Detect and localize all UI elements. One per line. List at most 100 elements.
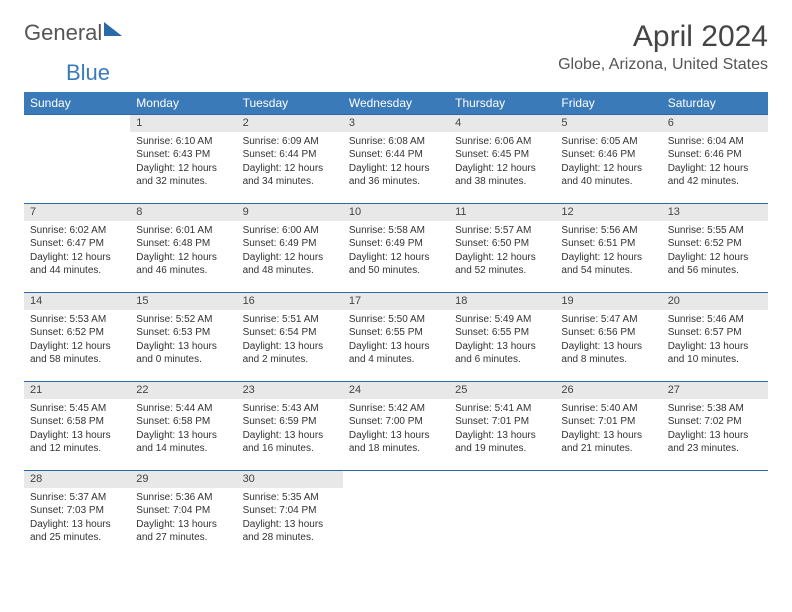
day-detail-cell: Sunrise: 5:44 AMSunset: 6:58 PMDaylight:…	[130, 399, 236, 471]
day-number-cell: 4	[449, 115, 555, 132]
day-number-cell: 13	[662, 204, 768, 221]
day-number-cell: 5	[555, 115, 661, 132]
sunset-text: Sunset: 7:04 PM	[136, 504, 230, 518]
daylight-text: Daylight: 12 hours and 38 minutes.	[455, 162, 549, 189]
sunset-text: Sunset: 7:02 PM	[668, 415, 762, 429]
day-number-row: 21222324252627	[24, 382, 768, 399]
day-detail-cell	[24, 132, 130, 204]
sunset-text: Sunset: 6:44 PM	[349, 148, 443, 162]
day-number-cell	[343, 471, 449, 488]
sunrise-text: Sunrise: 6:02 AM	[30, 224, 124, 238]
sunrise-text: Sunrise: 5:35 AM	[243, 491, 337, 505]
daylight-text: Daylight: 12 hours and 50 minutes.	[349, 251, 443, 278]
daylight-text: Daylight: 12 hours and 46 minutes.	[136, 251, 230, 278]
sunrise-text: Sunrise: 6:08 AM	[349, 135, 443, 149]
day-detail-cell: Sunrise: 6:01 AMSunset: 6:48 PMDaylight:…	[130, 221, 236, 293]
sunset-text: Sunset: 6:45 PM	[455, 148, 549, 162]
day-detail-cell: Sunrise: 5:45 AMSunset: 6:58 PMDaylight:…	[24, 399, 130, 471]
daylight-text: Daylight: 12 hours and 52 minutes.	[455, 251, 549, 278]
sunset-text: Sunset: 6:49 PM	[349, 237, 443, 251]
day-number-cell: 16	[237, 293, 343, 310]
daylight-text: Daylight: 12 hours and 36 minutes.	[349, 162, 443, 189]
sunrise-text: Sunrise: 6:00 AM	[243, 224, 337, 238]
day-detail-cell: Sunrise: 5:52 AMSunset: 6:53 PMDaylight:…	[130, 310, 236, 382]
day-detail-cell	[343, 488, 449, 560]
day-number-cell: 8	[130, 204, 236, 221]
day-detail-cell: Sunrise: 5:58 AMSunset: 6:49 PMDaylight:…	[343, 221, 449, 293]
daylight-text: Daylight: 13 hours and 4 minutes.	[349, 340, 443, 367]
day-detail-cell: Sunrise: 6:09 AMSunset: 6:44 PMDaylight:…	[237, 132, 343, 204]
sunset-text: Sunset: 7:03 PM	[30, 504, 124, 518]
sunset-text: Sunset: 6:47 PM	[30, 237, 124, 251]
daylight-text: Daylight: 13 hours and 21 minutes.	[561, 429, 655, 456]
daylight-text: Daylight: 12 hours and 44 minutes.	[30, 251, 124, 278]
day-header: Monday	[130, 92, 236, 115]
day-number-cell: 3	[343, 115, 449, 132]
daylight-text: Daylight: 12 hours and 40 minutes.	[561, 162, 655, 189]
month-title: April 2024	[558, 20, 768, 54]
sunset-text: Sunset: 6:52 PM	[30, 326, 124, 340]
day-detail-cell: Sunrise: 6:02 AMSunset: 6:47 PMDaylight:…	[24, 221, 130, 293]
day-detail-cell: Sunrise: 6:08 AMSunset: 6:44 PMDaylight:…	[343, 132, 449, 204]
day-detail-cell: Sunrise: 5:36 AMSunset: 7:04 PMDaylight:…	[130, 488, 236, 560]
sunrise-text: Sunrise: 6:09 AM	[243, 135, 337, 149]
day-header: Saturday	[662, 92, 768, 115]
day-number-cell: 29	[130, 471, 236, 488]
day-number-cell: 21	[24, 382, 130, 399]
daylight-text: Daylight: 12 hours and 58 minutes.	[30, 340, 124, 367]
day-detail-cell: Sunrise: 5:51 AMSunset: 6:54 PMDaylight:…	[237, 310, 343, 382]
calendar-table: Sunday Monday Tuesday Wednesday Thursday…	[24, 92, 768, 560]
sunset-text: Sunset: 6:52 PM	[668, 237, 762, 251]
day-detail-cell: Sunrise: 5:41 AMSunset: 7:01 PMDaylight:…	[449, 399, 555, 471]
daylight-text: Daylight: 13 hours and 12 minutes.	[30, 429, 124, 456]
sunset-text: Sunset: 6:49 PM	[243, 237, 337, 251]
sunset-text: Sunset: 6:46 PM	[561, 148, 655, 162]
sunset-text: Sunset: 6:56 PM	[561, 326, 655, 340]
sunset-text: Sunset: 6:48 PM	[136, 237, 230, 251]
day-number-cell: 7	[24, 204, 130, 221]
day-detail-cell: Sunrise: 6:00 AMSunset: 6:49 PMDaylight:…	[237, 221, 343, 293]
daylight-text: Daylight: 13 hours and 27 minutes.	[136, 518, 230, 545]
sunrise-text: Sunrise: 6:10 AM	[136, 135, 230, 149]
daylight-text: Daylight: 13 hours and 0 minutes.	[136, 340, 230, 367]
day-detail-row: Sunrise: 5:45 AMSunset: 6:58 PMDaylight:…	[24, 399, 768, 471]
day-detail-cell	[555, 488, 661, 560]
sunrise-text: Sunrise: 5:47 AM	[561, 313, 655, 327]
day-detail-cell: Sunrise: 5:35 AMSunset: 7:04 PMDaylight:…	[237, 488, 343, 560]
sunrise-text: Sunrise: 5:50 AM	[349, 313, 443, 327]
daylight-text: Daylight: 12 hours and 48 minutes.	[243, 251, 337, 278]
day-detail-cell: Sunrise: 5:55 AMSunset: 6:52 PMDaylight:…	[662, 221, 768, 293]
daylight-text: Daylight: 12 hours and 56 minutes.	[668, 251, 762, 278]
daylight-text: Daylight: 12 hours and 42 minutes.	[668, 162, 762, 189]
sunrise-text: Sunrise: 5:46 AM	[668, 313, 762, 327]
sunrise-text: Sunrise: 5:57 AM	[455, 224, 549, 238]
day-detail-row: Sunrise: 6:10 AMSunset: 6:43 PMDaylight:…	[24, 132, 768, 204]
day-number-cell: 26	[555, 382, 661, 399]
sunrise-text: Sunrise: 5:44 AM	[136, 402, 230, 416]
sunrise-text: Sunrise: 5:49 AM	[455, 313, 549, 327]
day-detail-row: Sunrise: 5:53 AMSunset: 6:52 PMDaylight:…	[24, 310, 768, 382]
day-number-cell: 17	[343, 293, 449, 310]
sunset-text: Sunset: 7:01 PM	[455, 415, 549, 429]
sunset-text: Sunset: 6:43 PM	[136, 148, 230, 162]
day-number-row: 123456	[24, 115, 768, 132]
day-header: Friday	[555, 92, 661, 115]
day-detail-cell: Sunrise: 5:37 AMSunset: 7:03 PMDaylight:…	[24, 488, 130, 560]
day-header: Thursday	[449, 92, 555, 115]
daylight-text: Daylight: 13 hours and 2 minutes.	[243, 340, 337, 367]
sunrise-text: Sunrise: 5:52 AM	[136, 313, 230, 327]
daylight-text: Daylight: 13 hours and 23 minutes.	[668, 429, 762, 456]
day-number-cell	[24, 115, 130, 132]
sunset-text: Sunset: 6:50 PM	[455, 237, 549, 251]
daylight-text: Daylight: 12 hours and 34 minutes.	[243, 162, 337, 189]
daylight-text: Daylight: 13 hours and 19 minutes.	[455, 429, 549, 456]
day-number-cell: 10	[343, 204, 449, 221]
sunset-text: Sunset: 6:46 PM	[668, 148, 762, 162]
sunrise-text: Sunrise: 6:06 AM	[455, 135, 549, 149]
sunset-text: Sunset: 6:53 PM	[136, 326, 230, 340]
logo: General	[24, 20, 122, 46]
daylight-text: Daylight: 12 hours and 32 minutes.	[136, 162, 230, 189]
sunrise-text: Sunrise: 5:56 AM	[561, 224, 655, 238]
day-detail-cell: Sunrise: 6:04 AMSunset: 6:46 PMDaylight:…	[662, 132, 768, 204]
day-number-row: 14151617181920	[24, 293, 768, 310]
